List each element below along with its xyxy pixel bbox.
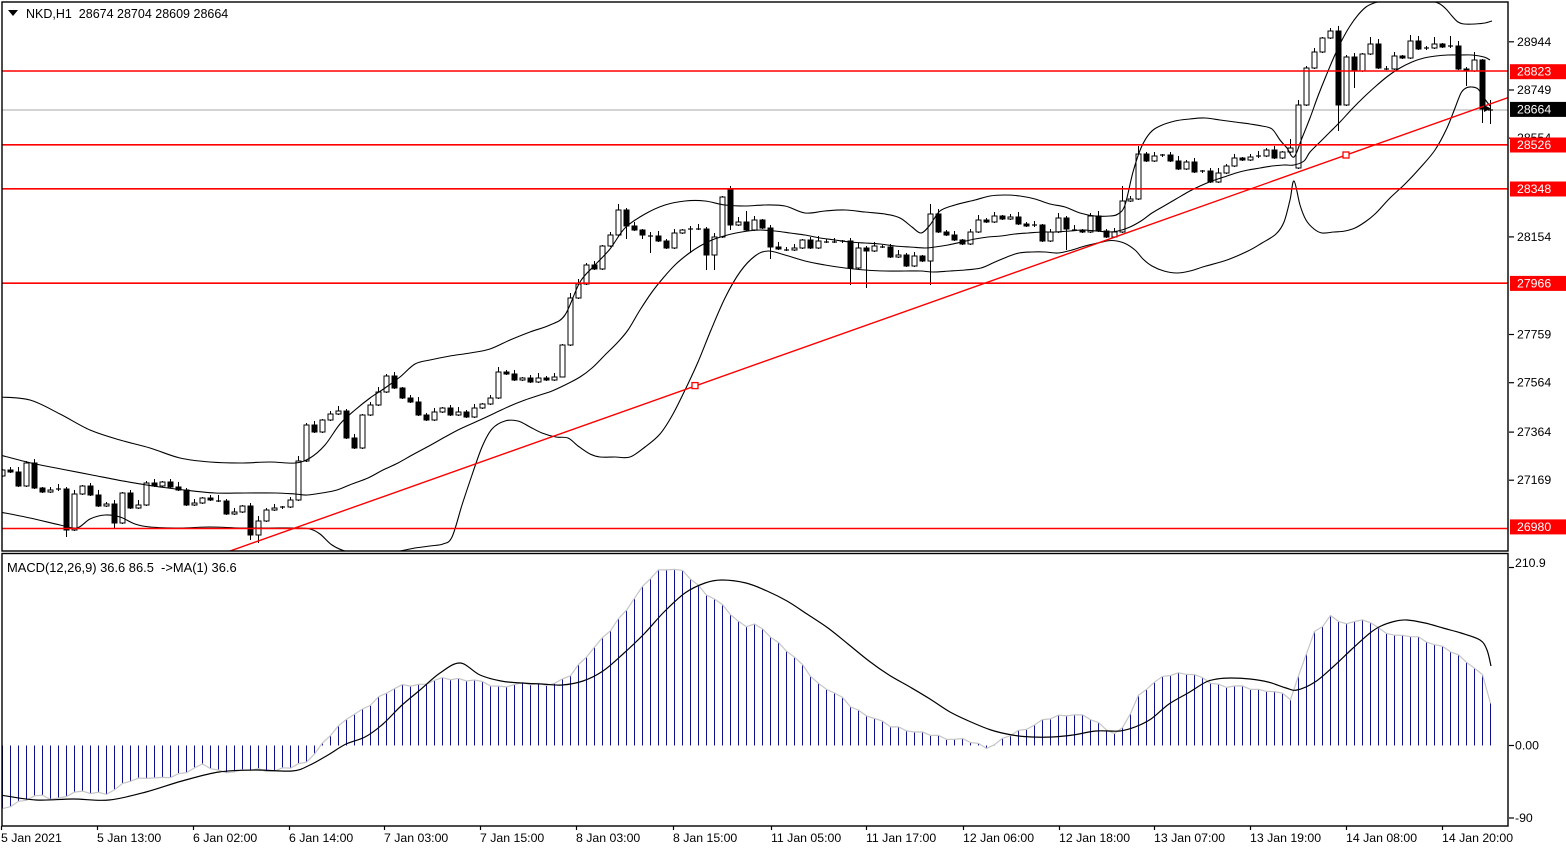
svg-text:7 Jan 03:00: 7 Jan 03:00 bbox=[384, 831, 448, 845]
svg-text:28154: 28154 bbox=[1517, 230, 1551, 244]
svg-text:28664: 28664 bbox=[1517, 102, 1551, 116]
svg-text:27759: 27759 bbox=[1517, 328, 1551, 342]
svg-text:5 Jan 2021: 5 Jan 2021 bbox=[1, 831, 62, 845]
svg-text:26980: 26980 bbox=[1517, 520, 1551, 534]
svg-text:8 Jan 03:00: 8 Jan 03:00 bbox=[576, 831, 640, 845]
svg-text:14 Jan 20:00: 14 Jan 20:00 bbox=[1442, 831, 1513, 845]
svg-text:11 Jan 05:00: 11 Jan 05:00 bbox=[771, 831, 841, 845]
svg-text:14 Jan 08:00: 14 Jan 08:00 bbox=[1346, 831, 1417, 845]
svg-text:0.00: 0.00 bbox=[1515, 738, 1539, 752]
svg-text:-90: -90 bbox=[1515, 811, 1533, 825]
svg-text:11 Jan 17:00: 11 Jan 17:00 bbox=[866, 831, 936, 845]
svg-text:7 Jan 15:00: 7 Jan 15:00 bbox=[480, 831, 544, 845]
svg-text:NKD,H1 28674 28704 28609 2866: NKD,H1 28674 28704 28609 28664 bbox=[26, 7, 228, 21]
svg-text:6 Jan 02:00: 6 Jan 02:00 bbox=[193, 831, 257, 845]
svg-text:5 Jan 13:00: 5 Jan 13:00 bbox=[97, 831, 161, 845]
svg-text:28823: 28823 bbox=[1517, 65, 1551, 79]
svg-text:28526: 28526 bbox=[1517, 138, 1551, 152]
svg-text:28348: 28348 bbox=[1517, 182, 1551, 196]
svg-text:13 Jan 07:00: 13 Jan 07:00 bbox=[1154, 831, 1225, 845]
svg-text:12 Jan 18:00: 12 Jan 18:00 bbox=[1059, 831, 1130, 845]
svg-text:27169: 27169 bbox=[1517, 473, 1551, 487]
svg-text:13 Jan 19:00: 13 Jan 19:00 bbox=[1250, 831, 1321, 845]
svg-text:6 Jan 14:00: 6 Jan 14:00 bbox=[289, 831, 353, 845]
svg-text:27966: 27966 bbox=[1517, 276, 1551, 290]
svg-text:210.9: 210.9 bbox=[1515, 556, 1546, 570]
svg-text:28749: 28749 bbox=[1517, 83, 1551, 97]
svg-text:8 Jan 15:00: 8 Jan 15:00 bbox=[673, 831, 737, 845]
svg-text:27364: 27364 bbox=[1517, 425, 1551, 439]
svg-text:MACD(12,26,9) 36.6 86.5 ->MA(: MACD(12,26,9) 36.6 86.5 ->MA(1) 36.6 bbox=[7, 560, 237, 575]
svg-text:27564: 27564 bbox=[1517, 376, 1551, 390]
svg-text:28944: 28944 bbox=[1517, 35, 1551, 49]
svg-text:12 Jan 06:00: 12 Jan 06:00 bbox=[963, 831, 1034, 845]
